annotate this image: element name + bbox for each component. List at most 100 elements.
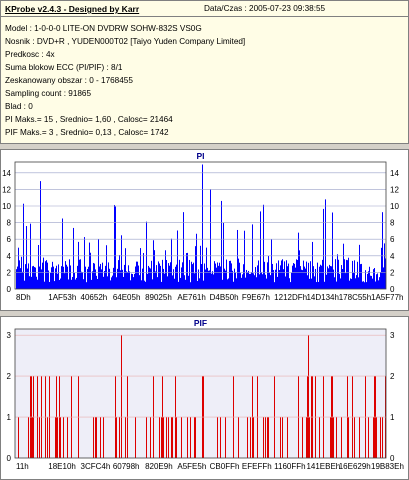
bar <box>46 260 47 289</box>
info-pif-stats: PIF Maks.= 3 , Srednio= 0,13 , Calosc= 1… <box>5 128 169 137</box>
bar <box>238 258 239 289</box>
bar <box>230 260 231 289</box>
bar <box>367 273 368 289</box>
y-tick-label-left: 4 <box>7 252 12 261</box>
bar <box>162 259 163 289</box>
info-sampling: Sampling count : 91865 <box>5 89 92 98</box>
bar <box>268 417 269 458</box>
bar <box>382 212 383 289</box>
bar <box>69 259 70 289</box>
bar <box>175 266 176 289</box>
bar <box>239 262 240 289</box>
bar <box>118 260 119 289</box>
bar <box>94 263 95 289</box>
bar <box>335 259 336 289</box>
x-tick-label: 178C55h <box>339 293 371 302</box>
bar <box>150 268 151 289</box>
bar <box>348 417 349 458</box>
x-tick-label: 1160FFh <box>274 462 305 471</box>
bar <box>240 273 241 289</box>
bar <box>296 259 297 289</box>
bar <box>60 417 61 458</box>
pif-chart: PIF 0 0 1 1 2 2 3 3 11h 18E10h 3CFC4h 60798h 820E9h A5… <box>7 318 404 471</box>
bar <box>39 266 40 289</box>
bar <box>114 204 115 289</box>
bar <box>32 417 33 458</box>
bar <box>111 277 112 289</box>
bar <box>103 417 104 458</box>
bar <box>241 277 242 289</box>
bar <box>366 282 367 289</box>
bar <box>278 260 279 289</box>
bar <box>53 266 54 289</box>
bar <box>328 268 329 289</box>
bar <box>165 250 166 289</box>
bar <box>20 268 21 289</box>
bar <box>121 335 122 458</box>
bar <box>82 272 83 289</box>
bar <box>323 208 324 289</box>
bar <box>233 281 234 289</box>
bar <box>199 278 200 289</box>
bar <box>298 232 299 289</box>
bar <box>333 269 334 289</box>
bar <box>308 335 309 458</box>
bar <box>315 268 316 289</box>
bar <box>159 417 160 458</box>
bar <box>133 277 134 289</box>
y-tick-label-left: 0 <box>7 285 12 294</box>
bar <box>86 282 87 289</box>
bar <box>261 272 262 289</box>
y-tick-label-right: 6 <box>390 235 395 244</box>
bar <box>325 199 326 289</box>
bar <box>146 221 147 289</box>
pi-bars <box>16 164 386 289</box>
bar <box>339 273 340 289</box>
bar <box>216 267 217 289</box>
bar <box>110 280 111 289</box>
bar <box>113 267 114 289</box>
bar <box>359 417 360 458</box>
bar <box>375 281 376 289</box>
bar <box>68 279 69 289</box>
bar <box>161 417 162 458</box>
bar <box>196 233 197 289</box>
bar <box>178 281 179 289</box>
bar <box>320 264 321 289</box>
bar <box>179 259 180 289</box>
bar <box>343 243 344 289</box>
bar <box>262 274 263 289</box>
bar <box>280 417 281 458</box>
bar <box>306 417 307 458</box>
bar <box>184 275 185 289</box>
bar <box>115 206 116 289</box>
bar <box>370 275 371 289</box>
bar <box>45 261 46 289</box>
bar <box>215 263 216 289</box>
x-tick-label: D4B50h <box>210 293 239 302</box>
bar <box>160 265 161 289</box>
bar <box>361 263 362 289</box>
bar <box>211 273 212 289</box>
bar <box>104 271 105 289</box>
bar <box>301 269 302 289</box>
bar <box>312 241 313 289</box>
bar <box>247 272 248 289</box>
x-tick-label: 64E05h <box>113 293 141 302</box>
bar <box>365 270 366 289</box>
bar <box>27 268 28 289</box>
y-tick-label-right: 8 <box>390 219 395 228</box>
info-model: Model : 1-0-0-0 LITE-ON DVDRW SOHW-832S … <box>5 24 202 33</box>
bar <box>143 252 144 289</box>
bar <box>161 281 162 289</box>
bar <box>286 260 287 289</box>
bar <box>324 281 325 289</box>
bar <box>157 277 158 289</box>
info-speed: Predkosc : 4x <box>5 50 55 59</box>
y-tick-label-right: 14 <box>390 169 399 178</box>
x-tick-label: F9E67h <box>242 293 270 302</box>
bar <box>127 272 128 289</box>
bar <box>213 274 214 289</box>
bar <box>170 262 171 289</box>
bar <box>159 263 160 289</box>
